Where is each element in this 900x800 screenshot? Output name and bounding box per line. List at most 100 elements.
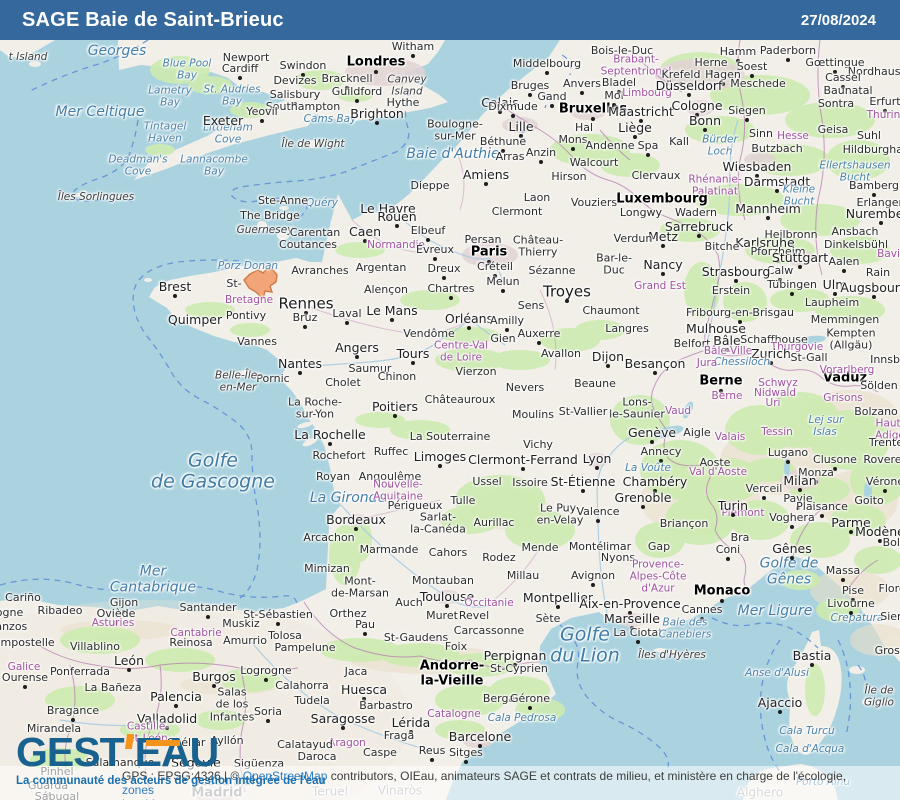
attribution-prefix: GPS : EPSG:4326 | © [122, 769, 243, 783]
city-dot [798, 265, 802, 269]
map-label: Laon [523, 190, 551, 204]
map-label: Cassel [825, 70, 861, 84]
map-label: Mer Ligure [737, 603, 813, 620]
map-label: Cariño [5, 590, 41, 604]
map-label: Anzin [525, 145, 557, 159]
map-label: Belle-Île- en-Mer [214, 369, 262, 393]
map-label: Vichy [523, 437, 553, 451]
city-dot [778, 278, 782, 282]
map-label: Jura [696, 357, 718, 370]
map-label: Grisons [823, 392, 863, 405]
city-dot [841, 85, 845, 89]
map-label: Hythe [386, 95, 420, 109]
map-label: Lons- le-Saunier [609, 395, 665, 421]
map-label: Vaud [664, 405, 692, 418]
city-dot [212, 684, 216, 688]
city-dot [433, 257, 437, 261]
map-label: Bar-le- Duc [596, 251, 632, 277]
map-label: Karlsruhe [735, 235, 795, 250]
sage-perimeter-highlight[interactable] [243, 268, 278, 301]
city-dot [725, 348, 729, 352]
map-label: Laval [332, 306, 362, 320]
attribution-bar: GPS : EPSG:4326 | © OpenStreetMap contri… [0, 766, 900, 800]
map-label: Cala Turcu [779, 725, 835, 738]
city-dot [661, 244, 665, 248]
map-label: Haut-Adige [875, 417, 900, 441]
map-label: Limoges [413, 449, 467, 464]
city-dot [700, 617, 704, 621]
map-label: Angers [335, 340, 379, 355]
map-label: Pau [355, 617, 375, 631]
map-label: Ste-Anne [257, 193, 309, 207]
map-label: St-Gall [790, 350, 828, 364]
openstreetmap-link[interactable]: OpenStreetMap [242, 769, 328, 783]
map-label: Meschede [730, 76, 786, 90]
map-label: Golfe de Gascogne [151, 449, 275, 493]
gesteau-logo[interactable]: GEST EAU La communauté des acteurs de ges… [16, 732, 416, 788]
map-label: Tudela [294, 693, 330, 707]
zones-humides-link-2[interactable]: humides [122, 797, 167, 800]
city-dot [498, 110, 502, 114]
city-dot [528, 706, 532, 710]
map-label: La Souterraine [409, 429, 491, 443]
city-dot [301, 73, 305, 77]
map-label: Kall [669, 134, 689, 148]
map-label: Alençon [363, 282, 409, 296]
map-label: Walcourt [569, 155, 619, 169]
city-dot [630, 626, 634, 630]
map-label: Le Havre [360, 201, 416, 216]
city-dot [266, 719, 270, 723]
map-label: Calais [481, 95, 519, 110]
map-label: Crepatura [830, 612, 884, 625]
map-label: Marseille [604, 611, 660, 626]
map-label: Rain [865, 265, 891, 279]
map-label: Stuttgart [771, 250, 829, 265]
map-label: Strasbourg [701, 264, 771, 279]
city-dot [796, 506, 800, 510]
map-label: Tübingen [767, 277, 817, 291]
map-label: Pforzheim [750, 244, 806, 258]
map-label: Orléans [444, 311, 494, 326]
city-dot [174, 704, 178, 708]
map-label: Île de Wight [281, 138, 345, 151]
zones-humides-link[interactable]: zones [122, 783, 155, 797]
map-label: Châteauroux [424, 392, 496, 406]
map-label: t Island [8, 51, 48, 64]
map-label: Plaisance [796, 499, 848, 513]
map-label: Melun [486, 274, 520, 288]
city-dot [786, 58, 790, 62]
map-label: Grand Est [634, 280, 686, 293]
map-label: Marmande [359, 542, 419, 556]
map-label: Bracknell [321, 71, 373, 85]
map-label: Lametry Bay [148, 84, 192, 108]
city-dot [238, 76, 242, 80]
map-label: Nantes [277, 356, 323, 371]
map-label: Sens [517, 298, 545, 312]
city-dot [734, 279, 738, 283]
map-label: Berga [482, 691, 516, 705]
map-label: Anse d'Alusi [745, 667, 809, 680]
city-dot [650, 440, 654, 444]
city-dot [264, 678, 268, 682]
map-label: Salas de los Infantes [209, 685, 255, 724]
map-label: Genève [627, 425, 677, 440]
map-label: Dinkelsbühl [823, 237, 889, 251]
city-dot [581, 489, 585, 493]
map-label: Berne [699, 373, 743, 389]
map-label: Calahorra [275, 678, 329, 692]
map-label: Yeovil [246, 104, 278, 118]
city-dot [695, 113, 699, 117]
city-dot [755, 174, 759, 178]
city-dot [550, 104, 554, 108]
map-label: Kleine Bucht [782, 183, 816, 207]
city-dot [833, 467, 837, 471]
map-label: Dixmude [488, 99, 538, 113]
header-bar: SAGE Baie de Saint-Brieuc 27/08/2024 [0, 0, 900, 40]
map-labels: Georges Mer Celtique t Island Blue Pool Bay… [0, 40, 900, 800]
city-dot [411, 361, 415, 365]
map-label: Brabant- Septentrional [600, 53, 672, 77]
map-label: Exeter [202, 113, 244, 128]
map-canvas[interactable]: Georges Mer Celtique t Island Blue Pool Bay… [0, 40, 900, 800]
map-label: Coutances [279, 237, 337, 251]
map-label: Lille [508, 119, 534, 134]
